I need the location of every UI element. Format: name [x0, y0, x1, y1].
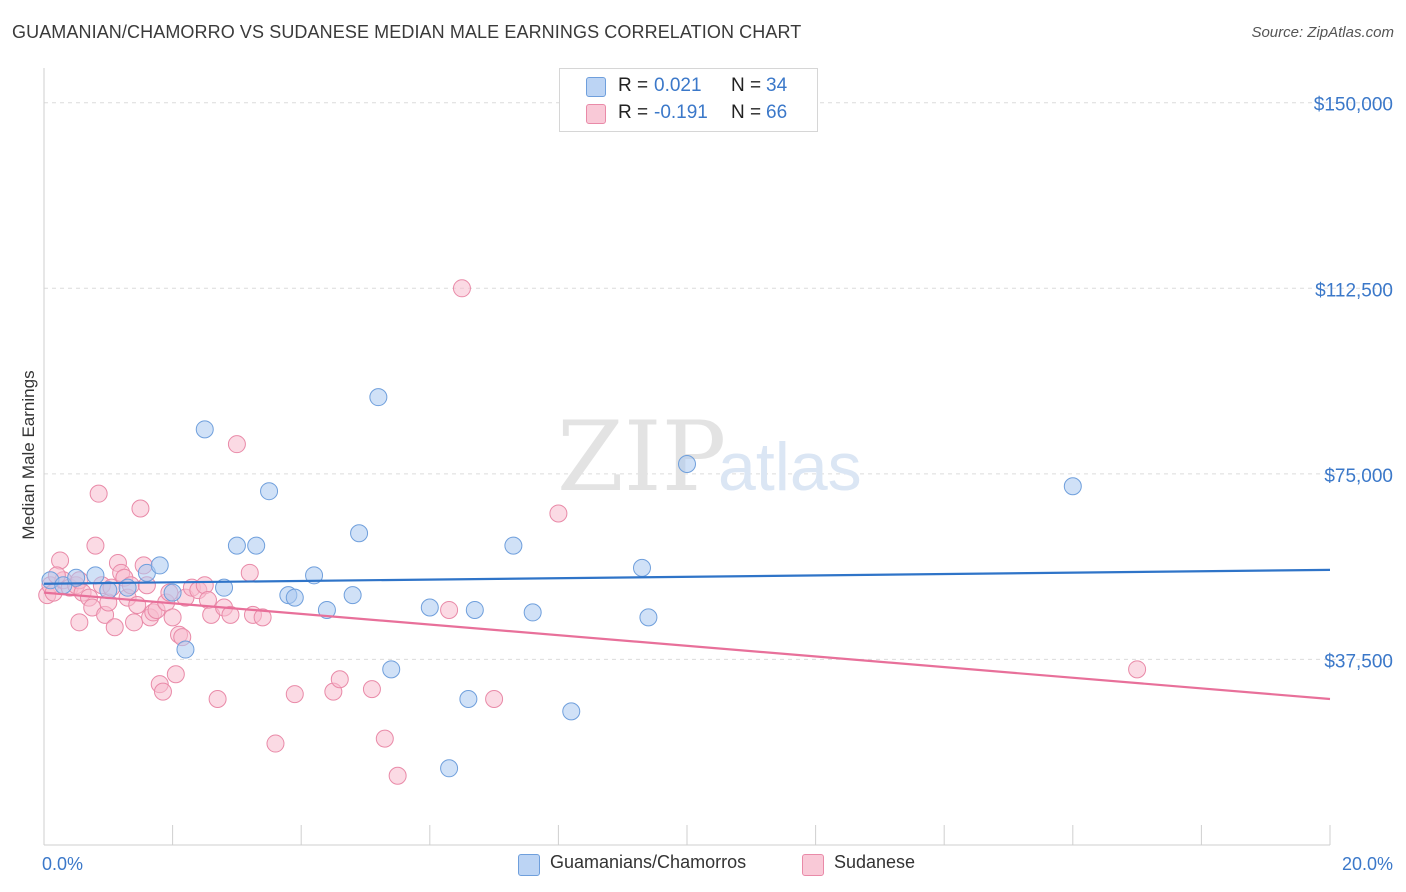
sudanese-point	[240, 563, 259, 582]
sudanese-point	[485, 690, 504, 709]
sudanese-point	[227, 435, 246, 454]
guamanian-point	[350, 524, 369, 543]
sudanese-point	[388, 766, 407, 785]
sudanese-point	[208, 690, 227, 709]
guamanian-point	[305, 566, 324, 585]
legend-swatch-blue	[586, 77, 606, 97]
guamanian-point	[459, 690, 478, 709]
guamanian-point	[67, 568, 86, 587]
guamanian-point	[562, 702, 581, 721]
source-label: Source: ZipAtlas.com	[1251, 24, 1394, 41]
sudanese-point	[362, 680, 381, 699]
y-tick-label: $112,500	[1315, 280, 1393, 301]
legend-n-label: N =	[731, 75, 762, 96]
watermark-atlas: atlas	[718, 429, 862, 505]
guamanian-trend-line	[43, 568, 1331, 585]
watermark-zip: ZIP	[557, 401, 726, 513]
axis-labels: $37,500 $75,000 $112,500 $150,000 0.0% 20.0% M…	[19, 95, 1393, 874]
y-tick-label: $37,500	[1324, 651, 1393, 672]
sudanese-point	[195, 576, 214, 595]
guamanian-point	[227, 536, 246, 555]
axes	[43, 68, 1331, 846]
y-tick-label: $75,000	[1324, 466, 1393, 487]
sudanese-point	[86, 536, 105, 555]
sudanese-point	[70, 613, 89, 632]
legend-n-label: N =	[731, 102, 762, 123]
guamanian-point	[247, 536, 266, 555]
correlation-legend: R = 0.021 N = 34 R = -0.191 N = 66	[559, 68, 818, 132]
guamanian-point	[176, 640, 195, 659]
sudanese-point	[125, 613, 144, 632]
legend-r-value: 0.021	[654, 75, 702, 96]
sudanese-point	[1128, 660, 1147, 679]
sudanese-point	[549, 504, 568, 523]
guamanian-point	[215, 578, 234, 597]
sudanese-point	[440, 600, 459, 619]
sudanese-point	[51, 551, 70, 570]
sudanese-point	[452, 279, 471, 298]
guamanian-point	[86, 566, 105, 585]
y-tick-label: $150,000	[1314, 95, 1393, 116]
sudanese-point	[131, 499, 150, 518]
sudanese-point	[253, 608, 272, 627]
bottom-legend-label: Guamanians/Chamorros	[550, 852, 747, 872]
sudanese-point	[221, 605, 240, 624]
sudanese-point	[89, 484, 108, 503]
legend-n-value: 66	[766, 102, 788, 123]
legend-n-value: 34	[766, 75, 788, 96]
guamanian-point	[440, 759, 459, 778]
guamanian-point	[317, 600, 336, 619]
y-axis-title: Median Male Earnings	[19, 370, 38, 539]
guamanian-point	[523, 603, 542, 622]
sudanese-point	[266, 734, 285, 753]
sudanese-points	[38, 279, 1147, 785]
guamanian-point	[420, 598, 439, 617]
guamanian-point	[285, 588, 304, 607]
guamanian-point	[195, 420, 214, 439]
guamanian-point	[260, 482, 279, 501]
guamanian-point	[163, 583, 182, 602]
guamanian-point	[639, 608, 658, 627]
bottom-legend-label: Sudanese	[834, 852, 916, 872]
guamanian-point	[1063, 477, 1082, 496]
sudanese-point	[166, 665, 185, 684]
guamanian-point	[678, 454, 696, 473]
sudanese-point	[375, 729, 394, 748]
bottom-legend-swatch-pink	[802, 854, 824, 876]
legend-swatch-pink	[586, 104, 606, 124]
bottom-legend-swatch-blue	[518, 854, 540, 876]
guamanian-point	[150, 556, 169, 575]
guamanian-point	[99, 581, 118, 600]
sudanese-point	[153, 682, 172, 701]
trend-lines	[43, 568, 1331, 701]
chart-title: GUAMANIAN/CHAMORRO VS SUDANESE MEDIAN MA…	[12, 22, 802, 42]
guamanian-point	[382, 660, 401, 679]
sudanese-point	[285, 685, 304, 704]
sudanese-point	[163, 608, 182, 627]
guamanian-point	[343, 586, 362, 605]
guamanian-point	[369, 388, 388, 407]
legend-r-label: R =	[618, 75, 649, 96]
x-tick-label: 20.0%	[1342, 854, 1393, 874]
sudanese-trend-line	[43, 591, 1331, 701]
sudanese-point	[105, 618, 124, 637]
guamanian-point	[632, 558, 651, 577]
guamanian-point	[504, 536, 523, 555]
legend-r-label: R =	[618, 102, 649, 123]
legend-r-value: -0.191	[654, 102, 708, 123]
x-tick-label: 0.0%	[42, 854, 83, 874]
sudanese-point	[330, 670, 349, 689]
guamanian-point	[465, 600, 484, 619]
